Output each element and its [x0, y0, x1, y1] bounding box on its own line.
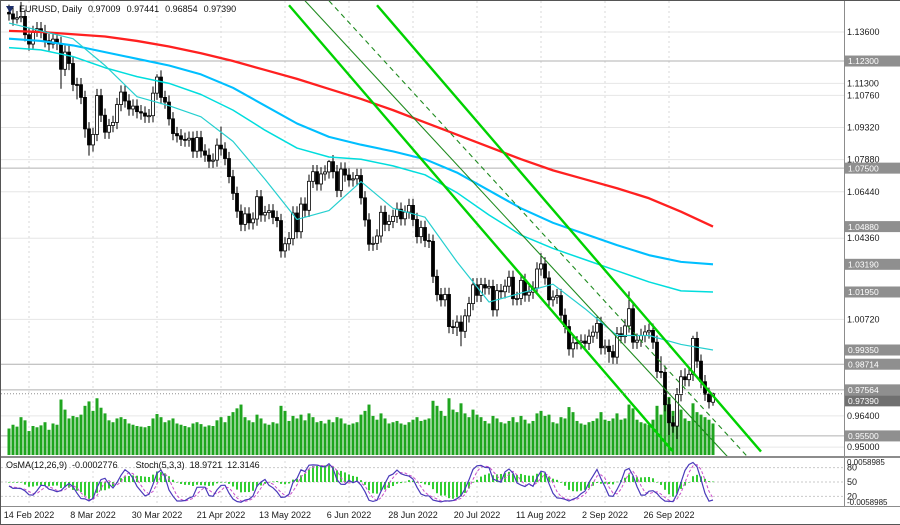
price-tag	[845, 384, 900, 396]
price-tag	[845, 162, 900, 174]
inner-trend-dashed	[328, 1, 748, 456]
ma-short-cyan	[8, 22, 714, 351]
subwindow-separator[interactable]	[1, 456, 900, 458]
price-tag	[845, 358, 900, 370]
price-tag	[845, 55, 900, 67]
osma-min-label: -0.0058985	[847, 498, 888, 507]
time-scale-label: 21 Apr 2022	[197, 510, 246, 520]
price-scale-label: 1.13600	[847, 27, 880, 37]
price-tag	[845, 430, 900, 442]
time-scale-label: 6 Jun 2022	[327, 510, 372, 520]
price-tag	[845, 258, 900, 270]
ma-medium-cyan	[8, 37, 714, 266]
price-tag	[845, 221, 900, 233]
time-scale-label: 11 Aug 2022	[516, 510, 566, 520]
price-tag-label: 0.97564	[848, 385, 879, 395]
price-tag	[845, 344, 900, 356]
price-tag-label: 0.98714	[848, 359, 879, 369]
indicator-scale-label: 80	[847, 463, 857, 473]
price-tag-label: 1.04880	[848, 222, 879, 232]
price-tag-label: 1.07500	[848, 163, 879, 173]
channel-lower-green	[288, 4, 674, 453]
time-axis-drag-zone[interactable]	[1, 507, 844, 524]
price-scale-label: 1.11300	[847, 78, 879, 88]
chart-frame	[1, 1, 900, 507]
volume-histogram	[7, 397, 715, 455]
price-tag-label: 1.12300	[848, 56, 879, 66]
time-scale-label: 2 Sep 2022	[582, 510, 628, 520]
price-tag-label: 1.01950	[848, 287, 879, 297]
price-axis[interactable]: 1.13600 1.11300 1.10760 1.09320 1.07880 1.064…	[845, 1, 900, 507]
price-tag-label: 0.99350	[848, 345, 879, 355]
price-scale-label: 1.04360	[847, 233, 880, 243]
time-scale-label: 14 Feb 2022	[4, 510, 55, 520]
price-tag-label: 0.97390	[848, 396, 879, 406]
osma-max-label: 0.0058985	[847, 458, 885, 467]
candlestick-series	[7, 1, 715, 440]
time-scale-label: 26 Sep 2022	[643, 510, 694, 520]
price-scale-label: 0.96400	[847, 411, 880, 421]
price-scale-label: 1.06440	[847, 187, 880, 197]
channel-upper-green	[376, 4, 762, 453]
price-tag-label: 0.95500	[848, 431, 879, 441]
time-scale-label: 13 May 2022	[259, 510, 311, 520]
price-scale-label: 1.10760	[847, 90, 880, 100]
price-axis-drag-zone[interactable]	[845, 1, 900, 506]
price-tag	[845, 286, 900, 298]
indicator-scale-label: 20	[847, 491, 857, 501]
stoch-main-line	[8, 461, 714, 503]
price-tag-label: 1.03190	[848, 260, 879, 270]
indicator-subwindow	[1, 461, 844, 503]
price-scale-label: 0.95000	[847, 442, 880, 452]
ma-slow-red	[8, 29, 714, 228]
trendlines	[288, 1, 762, 456]
time-scale-label: 28 Jun 2022	[388, 510, 438, 520]
indicator-scale-label: 50	[847, 477, 857, 487]
time-scale-label: 30 Mar 2022	[132, 510, 183, 520]
ma-fast-cyan	[8, 46, 714, 293]
time-scale-label: 8 Mar 2022	[70, 510, 116, 520]
time-axis[interactable]: 14 Feb 2022 8 Mar 2022 30 Mar 2022 21 Apr 2…	[1, 507, 844, 524]
price-scale-label: 1.00720	[847, 314, 880, 324]
price-scale-label: 1.09320	[847, 123, 880, 133]
price-scale-label: 1.07880	[847, 155, 880, 165]
price-tag	[845, 395, 900, 407]
inner-trend-solid	[304, 1, 728, 456]
time-scale-label: 20 Jul 2022	[454, 510, 501, 520]
moving-average-lines	[8, 22, 714, 351]
